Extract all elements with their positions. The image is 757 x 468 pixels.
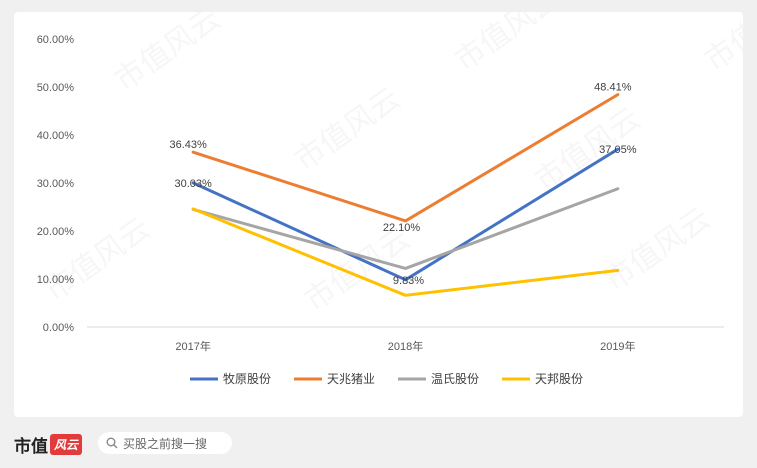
y-tick-label: 30.00%: [37, 178, 75, 190]
series-lines: [191, 93, 620, 297]
legend-label: 天邦股份: [535, 372, 583, 386]
data-label: 30.03%: [175, 178, 213, 190]
legend-label: 温氏股份: [431, 372, 479, 386]
x-axis: 2017年 2018年 2019年: [175, 339, 635, 353]
footer-bar: 市值 风云 买股之前搜一搜: [0, 420, 757, 468]
watermark-text: 市值风云: [109, 12, 227, 99]
brand-seal: 风云: [50, 434, 83, 455]
y-axis: 0.00% 10.00% 20.00% 30.00% 40.00% 50.00% 60.00…: [37, 34, 75, 334]
watermark-text: 市值风云: [449, 12, 567, 79]
watermark-text: 市值风云: [289, 81, 407, 178]
watermark-text: 市值风云: [299, 221, 417, 318]
data-label: 22.10%: [383, 222, 421, 234]
data-labels: 30.03% 9.83% 37.05% 36.43% 22.10% 48.41%: [170, 82, 637, 287]
series-line: [191, 187, 620, 270]
watermark-text: 市值风云: [599, 201, 717, 298]
legend: 牧原股份 天兆猪业 温氏股份 天邦股份: [190, 372, 583, 386]
series-line: [191, 207, 620, 297]
watermark-text: 市值风云: [699, 12, 743, 79]
y-tick-label: 0.00%: [43, 322, 74, 334]
y-tick-label: 20.00%: [37, 226, 75, 238]
search-icon: [106, 437, 118, 449]
brand-text: 市值: [14, 437, 48, 457]
x-tick-label: 2017年: [175, 339, 210, 353]
y-tick-label: 40.00%: [37, 130, 75, 142]
search-placeholder: 买股之前搜一搜: [123, 436, 208, 451]
y-tick-label: 50.00%: [37, 82, 75, 94]
data-label: 36.43%: [170, 139, 208, 151]
series-line: [191, 93, 620, 223]
series-line: [191, 147, 620, 282]
brand-logo[interactable]: 市值 风云: [14, 432, 83, 457]
legend-label: 牧原股份: [223, 372, 271, 386]
data-label: 37.05%: [599, 144, 637, 156]
search-box[interactable]: 买股之前搜一搜: [98, 432, 232, 454]
y-tick-label: 60.00%: [37, 34, 75, 46]
legend-label: 天兆猪业: [327, 372, 375, 386]
y-tick-label: 10.00%: [37, 274, 75, 286]
chart-card: 市值风云 市值风云 市值风云 市值风云 市值风云 市值风云 市值风云 市值风云 0.00% 10…: [14, 12, 743, 417]
data-label: 48.41%: [594, 82, 632, 94]
data-label: 9.83%: [393, 275, 424, 287]
x-tick-label: 2019年: [600, 339, 635, 353]
x-tick-label: 2018年: [388, 339, 423, 353]
